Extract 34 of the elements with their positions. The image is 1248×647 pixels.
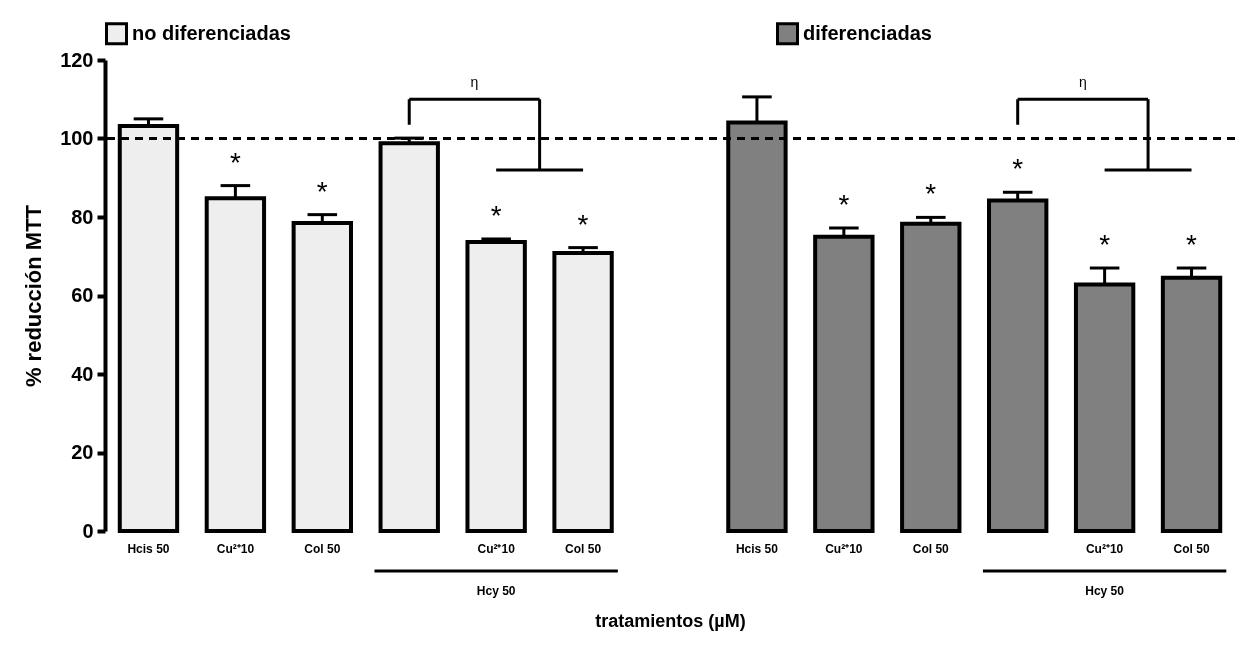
legend-label: no diferenciadas <box>132 21 291 44</box>
x-tick-label: Cu²⁺10 <box>825 541 863 556</box>
data-label: * <box>316 175 328 207</box>
data-label: * <box>577 208 589 240</box>
annotation: η <box>1078 74 1087 91</box>
data-label: * <box>490 199 502 231</box>
x-axis-title: tratamientos (µM) <box>595 610 746 631</box>
y-tick-label: 0 <box>82 519 94 542</box>
x-tick-label: Hcis 50 <box>127 541 170 556</box>
text: Hcy 50 <box>1085 584 1125 598</box>
x-tick-label: Cu²⁺10 <box>477 541 516 556</box>
x-tick-label: Cu²⁺10 <box>216 541 255 556</box>
x-tick-label: Hcis 50 <box>735 541 779 556</box>
y-axis-title: % reducción MTT <box>21 204 47 388</box>
text: Hcy 50 <box>476 584 516 598</box>
y-tick-label: 40 <box>71 362 94 385</box>
y-tick-label: 120 <box>60 48 94 71</box>
x-tick-label: Col 50 <box>304 541 341 556</box>
x-tick-label: Col 50 <box>912 541 950 556</box>
data-label: * <box>1099 229 1111 261</box>
data-label: * <box>838 188 850 220</box>
x-tick-label: Col 50 <box>1173 541 1210 556</box>
x-tick-label: Col 50 <box>565 541 602 556</box>
y-tick-label: 60 <box>71 284 94 306</box>
annotation: η <box>470 74 479 91</box>
y-tick-label: 20 <box>71 441 94 463</box>
data-label: * <box>1012 153 1024 185</box>
x-tick-label: Cu²⁺10 <box>1085 541 1124 556</box>
data-label: * <box>1186 229 1198 261</box>
y-tick-label: 80 <box>71 205 94 228</box>
legend-label: diferenciadas <box>803 21 932 44</box>
data-label: * <box>229 146 241 178</box>
y-tick-label: 100 <box>60 127 94 149</box>
data-label: * <box>925 178 937 210</box>
